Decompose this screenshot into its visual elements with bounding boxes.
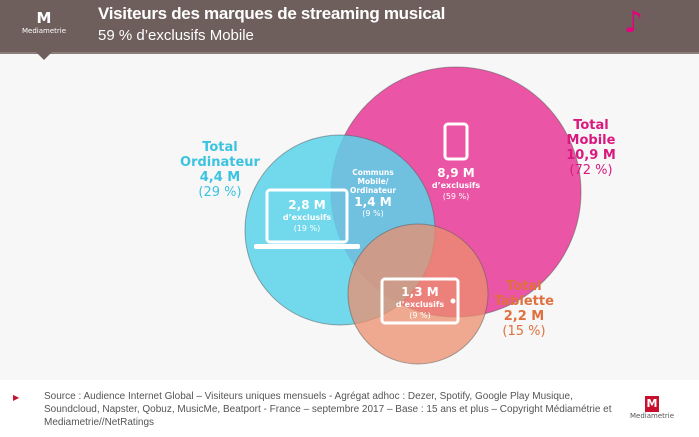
mobile-exclusive: 8,9 M d’exclusifs (59 %) [431,166,481,201]
total-tablette-label: Total Tablette 2,2 M (15 %) [494,279,554,339]
header-pointer [36,52,52,60]
tablet-icon [380,277,460,325]
music-note-icon: ♪ [624,5,644,40]
tablette-exclusive: 1,3 M d’exclusifs (9 %) [395,285,445,320]
bullet-icon: ▶ [13,393,20,402]
smartphone-icon [443,122,469,161]
tablette-circle [347,223,489,365]
page-title: Visiteurs des marques de streaming music… [98,4,446,23]
source-note: Source : Audience Internet Global – Visi… [44,391,612,428]
ordinateur-exclusive: 2,8 M d’exclusifs (19 %) [282,198,332,233]
laptop-icon [265,188,349,244]
footer-logo: M Mediametrie [630,396,675,420]
total-ordinateur-label: Total Ordinateur 4,4 M (29 %) [180,140,260,200]
commun-mobile-ordinateur: Communs Mobile/ Ordinateur 1,4 M (9 %) [349,168,397,218]
laptop-base [254,244,360,249]
header: M Mediametrie Visiteurs des marques de st… [0,0,699,54]
footer: ▶ Source : Audience Internet Global – Vi… [0,380,699,437]
mediametrie-logo: M Mediametrie [21,9,67,36]
page-subtitle: 59 % d’exclusifs Mobile [98,27,254,44]
total-mobile-label: Total Mobile 10,9 M (72 %) [566,118,616,178]
tablet-button [450,298,456,304]
venn-diagram [244,66,582,365]
